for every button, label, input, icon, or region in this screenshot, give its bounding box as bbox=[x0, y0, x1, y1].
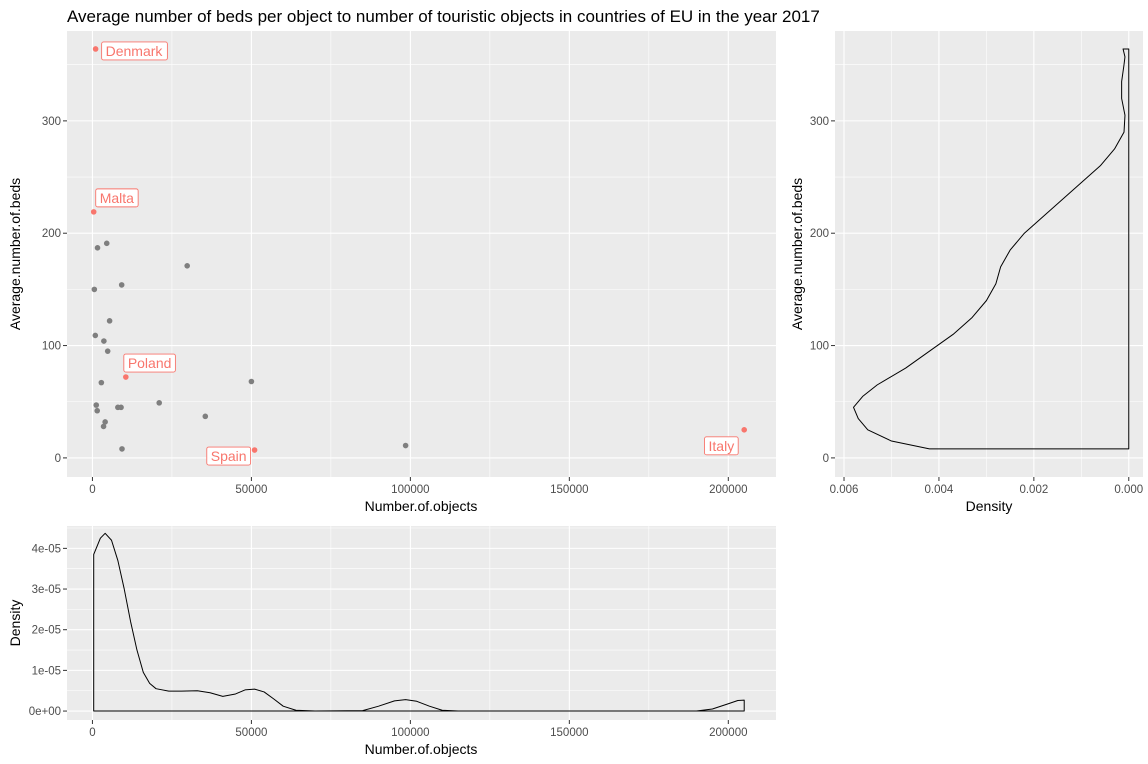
density-y-x-ticks: 0.006 0.004 0.002 0.000 bbox=[830, 477, 1143, 496]
density-y-x-tick-label: 0.002 bbox=[1019, 484, 1048, 496]
density-x-y-tick-label: 4e-05 bbox=[32, 543, 61, 555]
data-point bbox=[184, 262, 190, 269]
density-y-y-tick-label: 200 bbox=[810, 228, 829, 240]
scatter-points bbox=[90, 46, 748, 453]
point-label-text: Poland bbox=[128, 355, 172, 371]
density-x-x-tick-label: 100000 bbox=[391, 727, 429, 739]
density-x-x-tick-label: 150000 bbox=[550, 727, 588, 739]
scatter-y-tick-label: 300 bbox=[42, 116, 61, 128]
point-label-italy: Italy bbox=[704, 436, 739, 456]
density-y-outline bbox=[853, 48, 1130, 450]
data-point bbox=[98, 379, 105, 386]
data-point bbox=[118, 282, 125, 288]
data-point bbox=[156, 400, 163, 406]
density-y-y-tick-label: 100 bbox=[810, 341, 829, 353]
scatter-panel-background bbox=[67, 31, 776, 477]
density-y-y-tick-label: 0 bbox=[823, 453, 829, 465]
data-point bbox=[91, 286, 98, 293]
density-x-y-tick-label: 0e+00 bbox=[29, 706, 61, 718]
density-x-curve bbox=[93, 532, 745, 712]
highlighted-point bbox=[741, 427, 748, 433]
data-point bbox=[102, 419, 108, 425]
point-label-box bbox=[95, 188, 139, 208]
data-point bbox=[101, 338, 107, 344]
data-point bbox=[202, 413, 209, 420]
scatter-y-axis-title: Average.number.of.beds bbox=[7, 178, 23, 330]
density-x-y-axis-title: Density bbox=[7, 600, 23, 647]
data-point bbox=[94, 245, 101, 251]
data-point bbox=[106, 318, 113, 324]
density-x-x-axis-title: Number.of.objects bbox=[365, 741, 478, 757]
data-point bbox=[119, 446, 125, 452]
density-x-panel-background bbox=[67, 526, 776, 720]
density-y-y-axis-title: Average.number.of.beds bbox=[789, 178, 805, 330]
data-point bbox=[103, 240, 110, 247]
point-label-box bbox=[206, 446, 252, 466]
figure-title: Average number of beds per object to num… bbox=[67, 7, 820, 26]
density-x-panel: 0 50000 100000 150000 200000 0e+00 1e-05 2e-05… bbox=[7, 526, 776, 757]
density-y-panel-background bbox=[835, 31, 1143, 477]
scatter-x-tick-label: 0 bbox=[89, 484, 95, 496]
data-point bbox=[93, 402, 100, 408]
point-label-denmark: Denmark bbox=[101, 41, 168, 61]
point-label-box bbox=[704, 436, 739, 456]
density-y-x-tick-label: 0.006 bbox=[830, 484, 859, 496]
scatter-x-axis-title: Number.of.objects bbox=[365, 498, 478, 514]
scatter-x-tick-label: 100000 bbox=[391, 484, 429, 496]
data-point bbox=[92, 332, 99, 339]
point-label-malta: Malta bbox=[95, 188, 139, 208]
density-x-x-tick-label: 50000 bbox=[235, 727, 267, 739]
scatter-y-tick-label: 100 bbox=[42, 341, 61, 353]
density-x-x-tick-label: 0 bbox=[89, 727, 95, 739]
point-label-text: Denmark bbox=[106, 43, 164, 59]
density-x-y-tick-label: 1e-05 bbox=[32, 665, 61, 677]
highlighted-point bbox=[92, 46, 99, 52]
point-label-poland: Poland bbox=[123, 353, 176, 373]
data-point bbox=[94, 407, 101, 414]
density-x-y-ticks: 0e+00 1e-05 2e-05 3e-05 4e-05 bbox=[29, 543, 67, 718]
point-label-text: Malta bbox=[100, 190, 134, 206]
scatter-point-labels: Denmark Malta Poland Spain Italy bbox=[95, 41, 739, 466]
scatter-x-ticks: 0 50000 100000 150000 200000 bbox=[89, 477, 747, 496]
density-x-x-tick-label: 200000 bbox=[709, 727, 747, 739]
scatter-y-tick-label: 0 bbox=[55, 453, 61, 465]
density-x-x-ticks: 0 50000 100000 150000 200000 bbox=[89, 720, 747, 739]
density-y-x-tick-label: 0.000 bbox=[1114, 484, 1143, 496]
data-point bbox=[248, 378, 255, 385]
scatter-x-tick-label: 200000 bbox=[709, 484, 747, 496]
highlighted-point bbox=[90, 209, 97, 215]
density-x-outline bbox=[93, 532, 745, 712]
point-label-text: Italy bbox=[709, 438, 735, 454]
density-y-y-tick-label: 300 bbox=[810, 116, 829, 128]
data-point bbox=[402, 442, 409, 449]
data-point bbox=[100, 423, 107, 430]
density-y-x-axis-title: Density bbox=[966, 498, 1013, 514]
scatter-x-tick-label: 150000 bbox=[550, 484, 588, 496]
point-label-box bbox=[123, 353, 176, 373]
density-x-y-tick-label: 2e-05 bbox=[32, 625, 61, 637]
highlighted-point bbox=[123, 374, 129, 380]
data-point bbox=[104, 348, 111, 354]
density-y-curve bbox=[853, 48, 1130, 450]
point-label-box bbox=[101, 41, 168, 61]
scatter-x-tick-label: 50000 bbox=[235, 484, 267, 496]
scatter-gridlines bbox=[67, 31, 776, 477]
density-x-y-tick-label: 3e-05 bbox=[32, 584, 61, 596]
density-y-y-ticks: 0 100 200 300 bbox=[810, 116, 835, 465]
data-point bbox=[118, 404, 124, 411]
scatter-y-tick-label: 200 bbox=[42, 228, 61, 240]
point-label-spain: Spain bbox=[206, 446, 252, 466]
point-label-text: Spain bbox=[211, 448, 247, 464]
scatter-y-ticks: 0 100 200 300 bbox=[42, 116, 67, 465]
highlighted-point bbox=[251, 447, 258, 453]
density-y-x-tick-label: 0.004 bbox=[925, 484, 954, 496]
